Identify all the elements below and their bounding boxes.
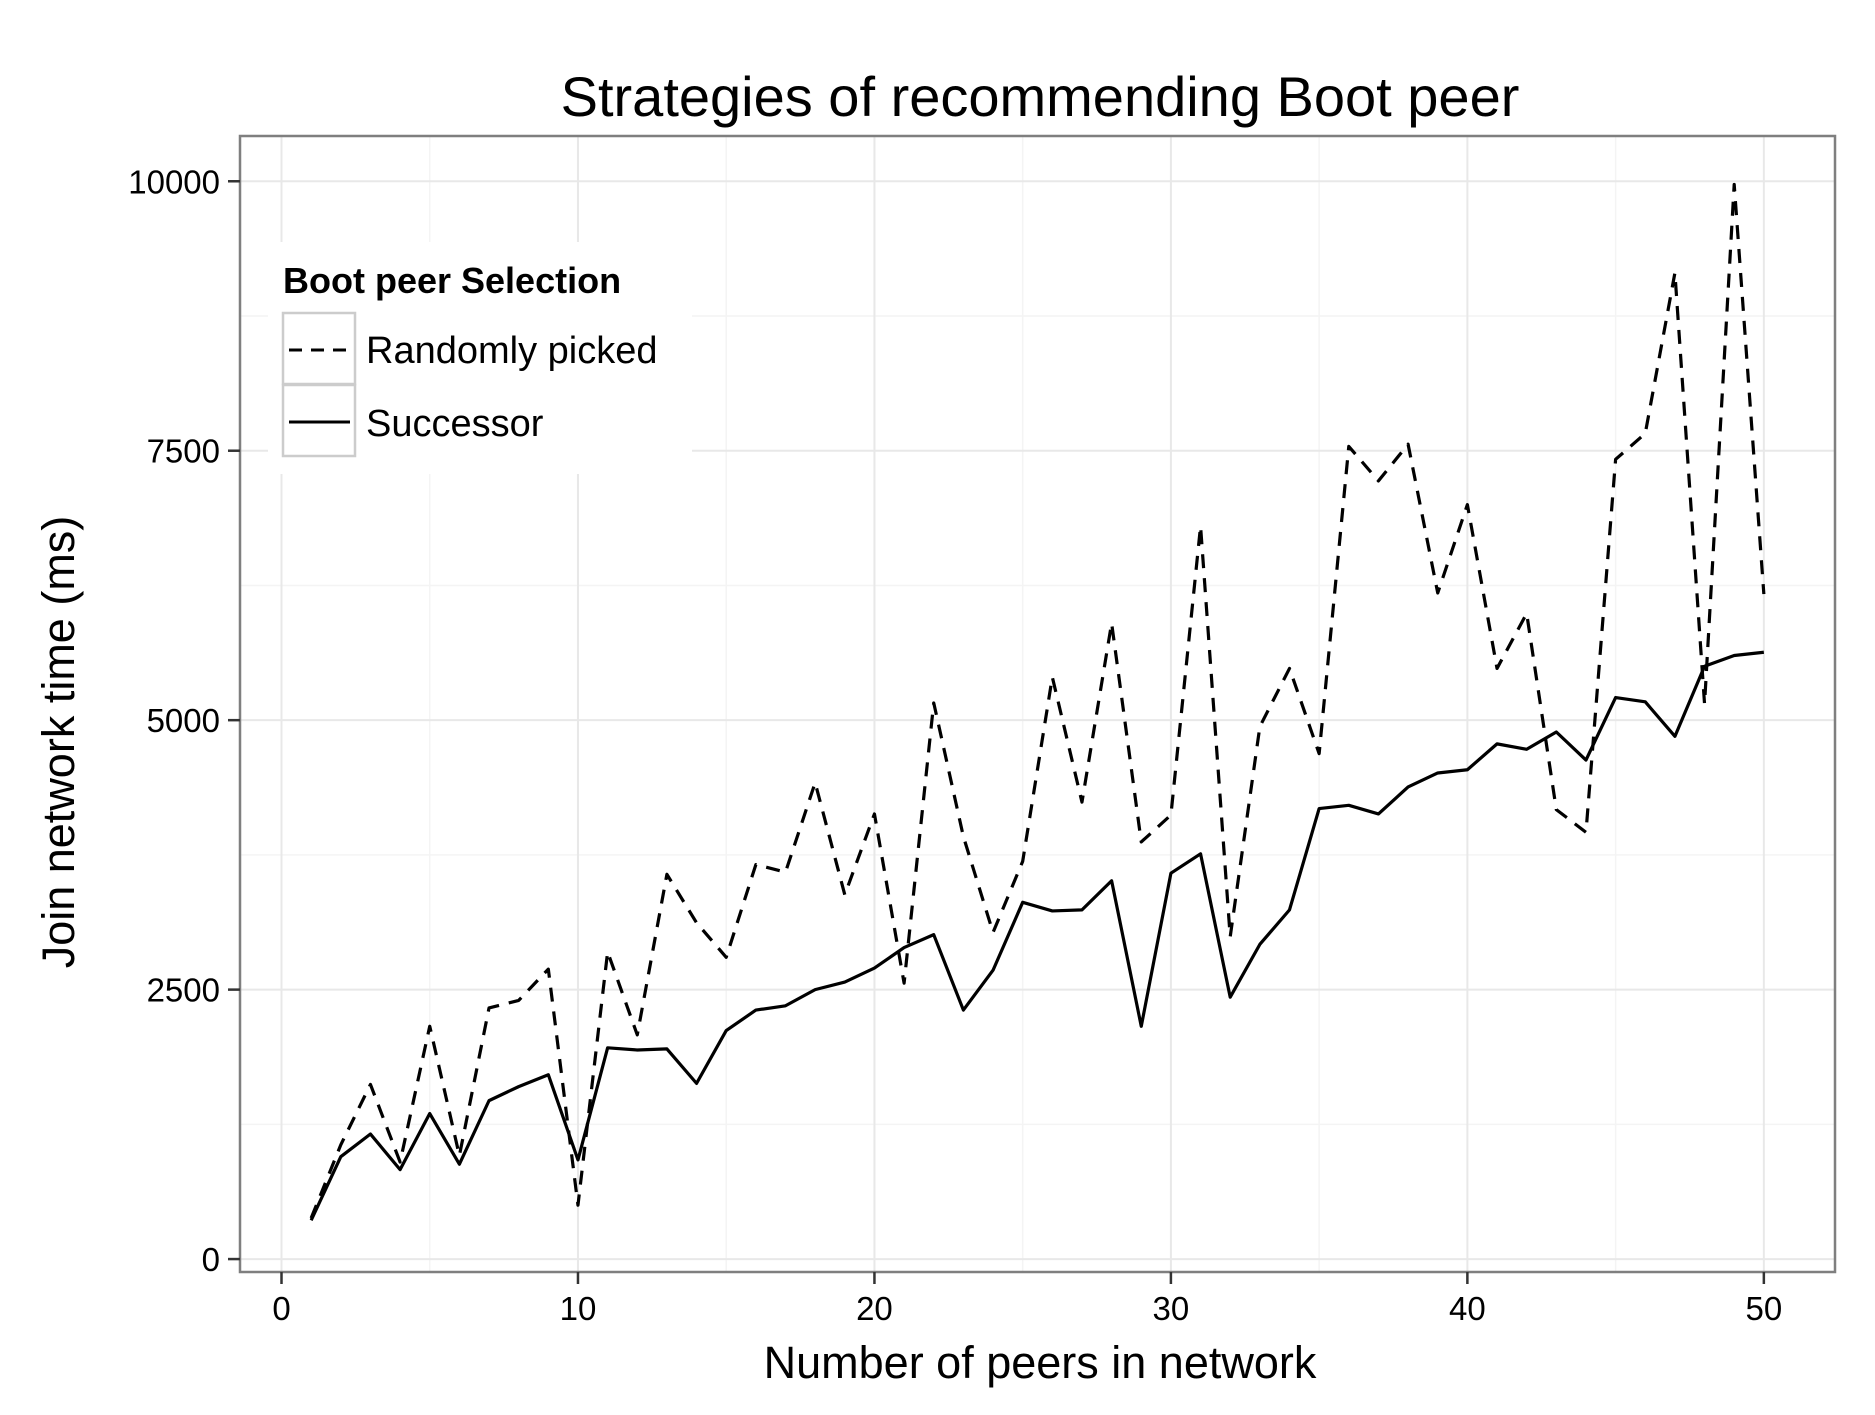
series-line-successor <box>309 650 1765 1221</box>
y-tick-label: 7500 <box>147 433 220 470</box>
y-axis-title: Join network time (ms) <box>33 516 84 969</box>
legend-label-randomly-picked: Randomly picked <box>366 330 657 372</box>
panel-border <box>238 134 1837 1274</box>
series-group <box>309 182 1766 1221</box>
legend: Boot peer Selection Randomly picked Succ… <box>268 242 692 474</box>
x-tick-label: 30 <box>1153 1290 1190 1327</box>
x-tick-label: 40 <box>1449 1290 1486 1327</box>
y-tick-label: 10000 <box>128 163 220 200</box>
series-line-randomly-picked <box>309 182 1766 1219</box>
y-tick-label: 2500 <box>147 972 220 1009</box>
x-tick-label: 10 <box>560 1290 597 1327</box>
legend-title: Boot peer Selection <box>283 260 621 301</box>
legend-label-successor: Successor <box>366 403 544 445</box>
x-tick-label: 20 <box>856 1290 893 1327</box>
x-tick-label: 50 <box>1745 1290 1782 1327</box>
y-tick-label: 0 <box>202 1241 220 1278</box>
x-axis-title: Number of peers in network <box>764 1337 1317 1388</box>
x-tick-label: 0 <box>272 1290 290 1327</box>
y-tick-label: 5000 <box>147 702 220 739</box>
axes: 0 10 20 30 40 50 0 2500 5000 7500 10000 <box>128 163 1782 1327</box>
chart-title: Strategies of recommending Boot peer <box>561 65 1520 128</box>
